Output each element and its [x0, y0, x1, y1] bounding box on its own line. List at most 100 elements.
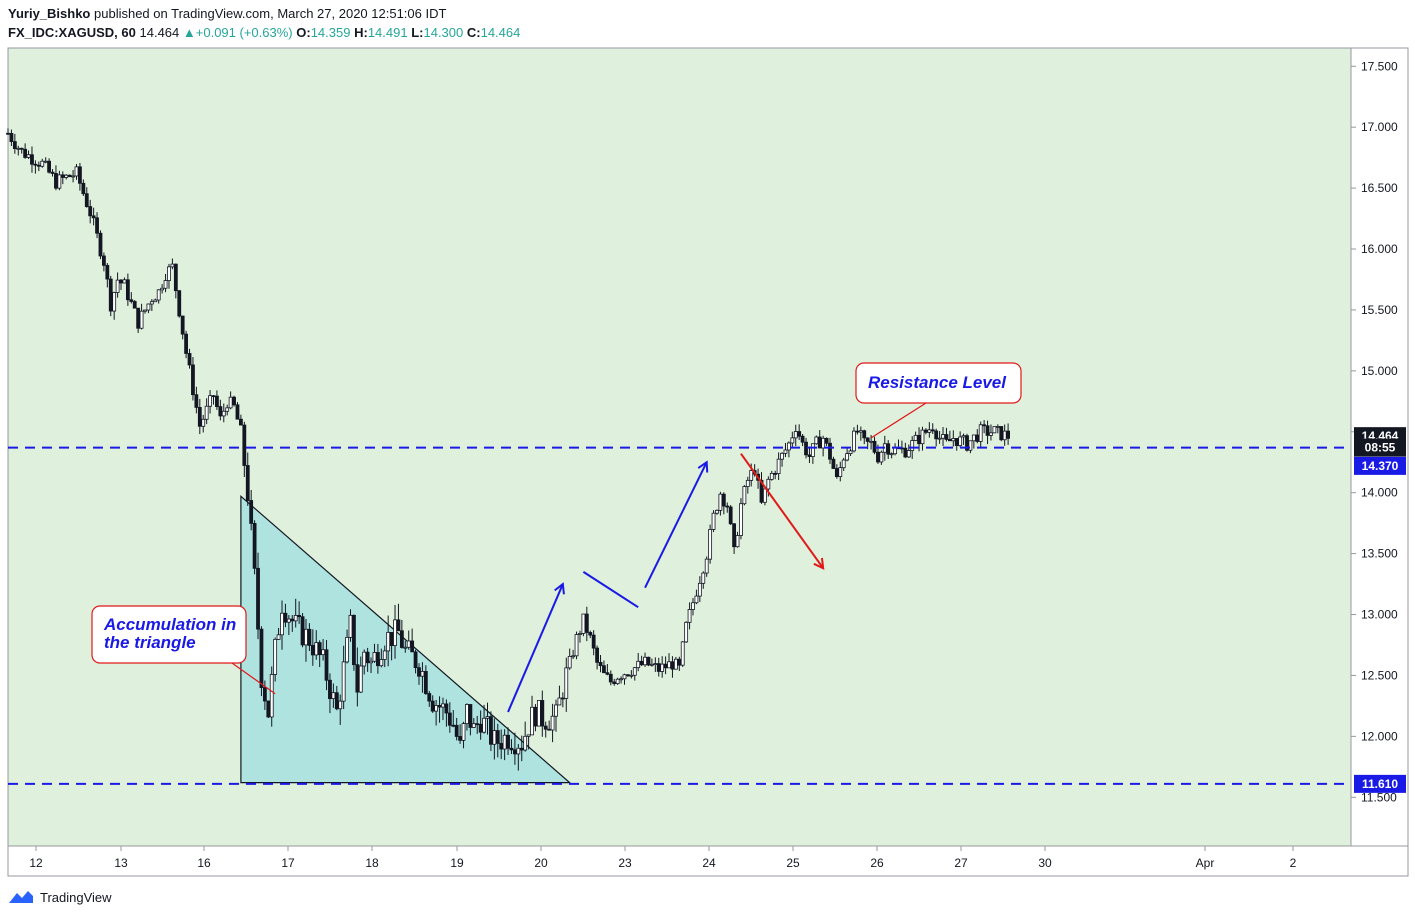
candle-body — [721, 493, 726, 507]
candle-body — [187, 353, 192, 366]
open-label: O: — [296, 25, 311, 40]
open-value: 14.359 — [310, 25, 351, 40]
candle-body — [324, 649, 329, 681]
candle-body — [36, 164, 41, 167]
candle-body — [465, 704, 469, 724]
candle-body — [146, 303, 151, 311]
candle-body — [715, 509, 719, 514]
candle-body — [252, 523, 257, 569]
x-tick-label: 17 — [281, 856, 295, 870]
candle-body — [334, 692, 339, 710]
x-tick-label: 24 — [702, 856, 716, 870]
candle-body — [119, 279, 123, 284]
candle-body — [269, 674, 274, 718]
candle-body — [173, 263, 178, 292]
last-price: 14.464 — [139, 25, 180, 40]
candle-body — [16, 147, 21, 150]
candle-body — [629, 674, 634, 677]
candle-body — [783, 449, 788, 454]
candle-body — [225, 407, 230, 412]
candle-body — [417, 667, 421, 677]
candle-body — [235, 404, 240, 420]
candle-body — [598, 661, 603, 667]
candle-body — [286, 618, 291, 623]
candle-body — [352, 614, 356, 666]
candle-body — [245, 465, 250, 501]
candle-body — [519, 747, 524, 751]
candle-body — [12, 141, 17, 149]
candle-body — [365, 651, 370, 664]
candle-body — [338, 700, 343, 710]
candle-body — [256, 567, 260, 630]
candle-body — [810, 443, 815, 457]
candle-body — [232, 396, 236, 406]
candle-body — [978, 424, 983, 442]
candle-body — [461, 723, 466, 741]
candle-body — [547, 728, 552, 731]
candle-body — [930, 429, 935, 432]
candle-body — [824, 437, 829, 444]
candle-body — [108, 278, 113, 312]
publish-info: Yuriy_Bishko published on TradingView.co… — [8, 6, 446, 21]
x-tick-label: 26 — [870, 856, 884, 870]
candle-body — [132, 301, 137, 309]
candle-body — [536, 700, 541, 727]
candle-body — [1002, 430, 1007, 441]
author-name[interactable]: Yuriy_Bishko — [8, 6, 91, 21]
candle-body — [910, 440, 915, 451]
candle-body — [516, 747, 521, 755]
candle-body — [413, 651, 418, 669]
y-tick-label: 13.000 — [1361, 608, 1398, 622]
candle-body — [780, 452, 784, 460]
candle-body — [886, 443, 891, 455]
candle-body — [947, 439, 952, 442]
candle-body — [718, 493, 723, 511]
candle-body — [862, 430, 867, 439]
candle-body — [656, 663, 661, 672]
candle-body — [742, 486, 747, 505]
candle-body — [578, 633, 582, 635]
candle-body — [410, 640, 415, 653]
low-label: L: — [411, 25, 424, 40]
candle-body — [74, 166, 79, 177]
candle-body — [262, 687, 267, 702]
high-label: H: — [354, 25, 368, 40]
x-tick-label: 25 — [786, 856, 800, 870]
close-value: 14.464 — [480, 25, 521, 40]
change-value: +0.091 (+0.63%) — [195, 25, 293, 40]
y-tick-label: 16.000 — [1361, 242, 1398, 256]
candle-body — [430, 700, 435, 712]
footer-brand[interactable]: TradingView — [40, 889, 112, 905]
candle-body — [684, 621, 689, 643]
candle-body — [266, 700, 271, 718]
candle-body — [396, 619, 401, 632]
symbol-label: FX_IDC:XAGUSD, 60 — [8, 25, 136, 40]
candle-body — [293, 614, 298, 622]
candle-body — [917, 434, 921, 445]
callout-text: the triangle — [104, 633, 196, 652]
candle-body — [81, 182, 86, 195]
candle-body — [372, 652, 377, 662]
candle-body — [297, 614, 302, 618]
candle-body — [797, 431, 802, 437]
x-tick-label: 23 — [618, 856, 632, 870]
candle-body — [506, 734, 510, 749]
blue-line — [582, 571, 639, 609]
candle-body — [228, 396, 233, 409]
y-tick-label: 13.500 — [1361, 547, 1398, 561]
candle-body — [122, 279, 127, 284]
candle-body — [615, 678, 620, 685]
candle-body — [393, 619, 397, 646]
candle-body — [903, 447, 908, 458]
candle-body — [951, 438, 956, 442]
candle-body — [54, 173, 58, 189]
candle-body — [249, 500, 254, 524]
y-tick-label: 15.500 — [1361, 303, 1398, 317]
price-tag — [1354, 774, 1406, 793]
candle-body — [574, 634, 579, 657]
candle-body — [208, 395, 212, 407]
candle-body — [708, 529, 713, 560]
candle-body — [242, 424, 247, 466]
